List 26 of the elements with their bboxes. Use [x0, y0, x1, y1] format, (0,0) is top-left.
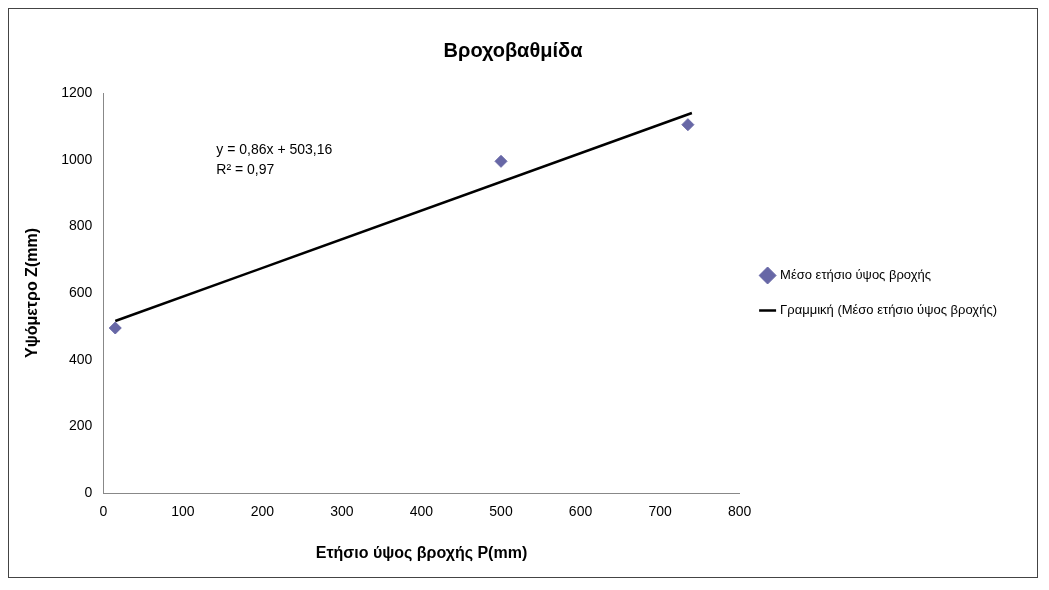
chart-title: Βροχοβαθμίδα: [443, 38, 584, 61]
x-tick-label: 600: [568, 503, 593, 520]
x-axis-title: Ετήσιο ύψος βροχής P(mm): [315, 543, 528, 562]
x-tick-label: 700: [648, 503, 672, 520]
y-tick-label: 200: [68, 417, 93, 434]
x-tick-label: 300: [330, 503, 354, 520]
y-tick-label: 800: [68, 217, 93, 234]
annotation: y = 0,86x + 503,16: [216, 140, 333, 157]
y-tick-label: 600: [68, 283, 93, 300]
x-tick-label: 800: [727, 503, 752, 520]
y-tick-label: 1200: [61, 83, 93, 100]
y-tick-label: 400: [68, 350, 93, 367]
y-tick-label: 0: [84, 483, 93, 500]
legend-label: Γραμμική (Μέσο ετήσιο ύψος βροχής): [780, 302, 998, 318]
point: [494, 154, 508, 168]
x-tick-label: 0: [99, 503, 108, 520]
x-tick-label: 100: [171, 503, 195, 520]
legend-label: Μέσο ετήσιο ύψος βροχής: [780, 267, 932, 283]
annotation: R² = 0,97: [216, 160, 275, 177]
x-tick-label: 200: [250, 503, 275, 520]
point: [681, 118, 695, 132]
y-axis-title: Υψόμετρο Z(mm): [23, 227, 41, 359]
x-tick-label: 500: [489, 503, 513, 520]
point: [108, 321, 122, 335]
x-tick-label: 400: [409, 503, 434, 520]
y-tick-label: 1000: [61, 150, 93, 167]
